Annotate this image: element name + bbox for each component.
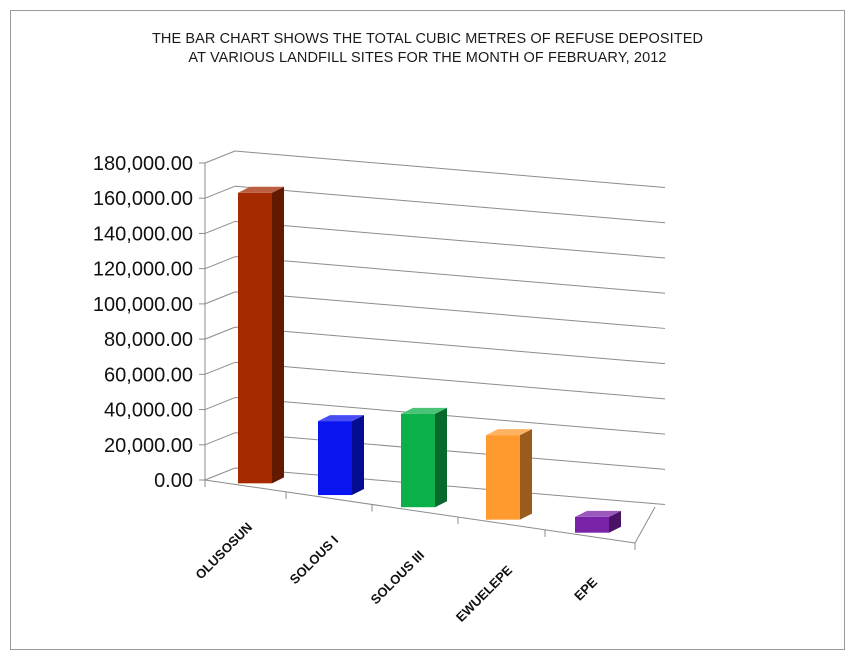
y-tick-label: 140,000.00 (93, 223, 193, 245)
x-axis-line (204, 479, 636, 544)
chart-title-line-2: AT VARIOUS LANDFILL SITES FOR THE MONTH … (188, 50, 667, 66)
y-tick-label: 180,000.00 (93, 153, 193, 175)
gridline-depth (204, 432, 236, 446)
gridline (234, 291, 666, 329)
gridline-depth (204, 185, 236, 199)
bar-top (401, 407, 447, 414)
gridline (234, 256, 666, 294)
bar-solous-i (318, 421, 352, 496)
gridline-depth (204, 361, 236, 375)
bar-side (272, 186, 284, 484)
bar-side (435, 407, 447, 508)
y-tick-label: 40,000.00 (104, 400, 193, 422)
y-tick-label: 20,000.00 (104, 435, 193, 457)
gridline-depth (204, 397, 236, 411)
bar-top (318, 415, 364, 422)
bar-ewuelepe (486, 435, 520, 520)
y-tick-label: 120,000.00 (93, 259, 193, 281)
gridline (234, 326, 666, 365)
gridline-depth (204, 220, 236, 234)
bar-epe (575, 516, 609, 533)
y-tick-label: 60,000.00 (104, 364, 193, 386)
bar-top (575, 510, 621, 517)
chart-title-line-1: THE BAR CHART SHOWS THE TOTAL CUBIC METR… (151, 31, 704, 47)
gridline-depth (204, 467, 236, 481)
gridline (234, 220, 666, 259)
gridline-depth (204, 291, 236, 305)
y-tick-label: 100,000.00 (93, 294, 193, 316)
y-tick-label: 80,000.00 (104, 329, 193, 351)
x-tick-label: OLUSOSUN (192, 520, 255, 583)
gridline-depth (204, 256, 236, 270)
x-tick-label: SOLOUS I (287, 533, 342, 588)
bar-solous-iii (401, 413, 435, 508)
bar-olusosun (238, 192, 272, 484)
gridline-depth (204, 150, 236, 164)
floor-edge (634, 506, 656, 544)
gridline (234, 361, 666, 400)
gridline-depth (204, 326, 236, 340)
gridline (234, 397, 666, 435)
bar-side (520, 429, 532, 520)
chart-frame (10, 10, 845, 650)
chart-title: THE BAR CHART SHOWS THE TOTAL CUBIC METR… (40, 30, 815, 68)
gridline (234, 185, 666, 224)
bar-top (238, 186, 284, 193)
gridline (234, 432, 666, 470)
gridline (234, 150, 666, 189)
x-tick-label: SOLOUS III (367, 548, 427, 608)
y-tick-label: 160,000.00 (93, 188, 193, 210)
bar-side (609, 510, 621, 533)
bar-top (486, 429, 532, 436)
bar-side (352, 415, 364, 496)
y-tick-label: 0.00 (154, 470, 193, 492)
gridline (234, 467, 666, 506)
x-tick-label: EWUELEPE (453, 562, 515, 624)
x-tick-label: EPE (571, 574, 600, 603)
